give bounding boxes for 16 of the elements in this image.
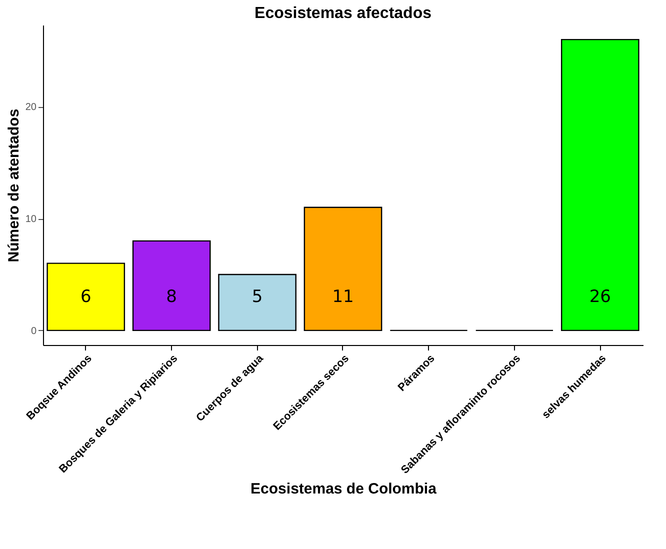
bar: [304, 206, 382, 332]
data-label: 11: [332, 286, 354, 307]
data-label: 26: [589, 286, 611, 307]
bar: [560, 38, 640, 332]
x-axis-title: Ecosistemas de Colombia: [250, 480, 438, 498]
y-axis-title: Número de atentados: [5, 108, 22, 262]
bar: [218, 274, 296, 332]
data-label: 6: [80, 286, 92, 307]
chart-title: Ecosistemas afectados: [254, 5, 432, 22]
bar: [46, 262, 126, 332]
y-tick-label: 0: [30, 326, 37, 337]
data-label: 5: [252, 286, 263, 307]
y-tick-label: 20: [25, 102, 37, 114]
data-label: 8: [166, 286, 177, 307]
y-tick-label: 10: [25, 214, 37, 226]
bar: [132, 240, 211, 332]
